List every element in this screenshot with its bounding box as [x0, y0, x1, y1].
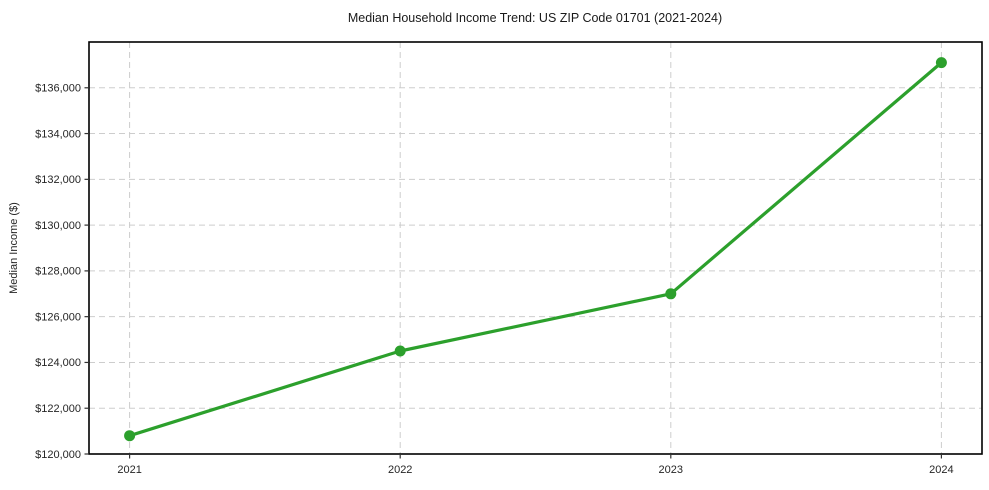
x-tick-label: 2022 [388, 464, 412, 476]
x-tick-label: 2024 [929, 464, 953, 476]
y-tick-label: $132,000 [35, 174, 81, 186]
x-tick-label: 2023 [659, 464, 683, 476]
plot-border [88, 41, 983, 455]
y-tick-label: $120,000 [35, 449, 81, 461]
data-series [124, 57, 947, 442]
y-tick-label: $134,000 [35, 128, 81, 140]
y-tick-label: $122,000 [35, 403, 81, 415]
chart-title: Median Household Income Trend: US ZIP Co… [348, 11, 722, 25]
y-tick-label: $128,000 [35, 266, 81, 278]
data-point-marker [124, 430, 136, 442]
y-axis-label: Median Income ($) [8, 202, 20, 294]
y-tick-label: $126,000 [35, 311, 81, 323]
gridlines [89, 42, 982, 455]
axis-ticks [84, 87, 943, 459]
y-tick-label: $124,000 [35, 357, 81, 369]
y-tick-label: $136,000 [35, 83, 81, 95]
data-point-marker [394, 345, 406, 357]
x-tick-label: 2021 [117, 464, 141, 476]
y-tick-label: $130,000 [35, 220, 81, 232]
axis-tick-labels: $120,000 $122,000 $124,000 $126,000 $128,000… [35, 83, 954, 476]
series-line [128, 61, 943, 438]
data-point-marker [935, 57, 947, 69]
data-point-marker [665, 288, 677, 300]
